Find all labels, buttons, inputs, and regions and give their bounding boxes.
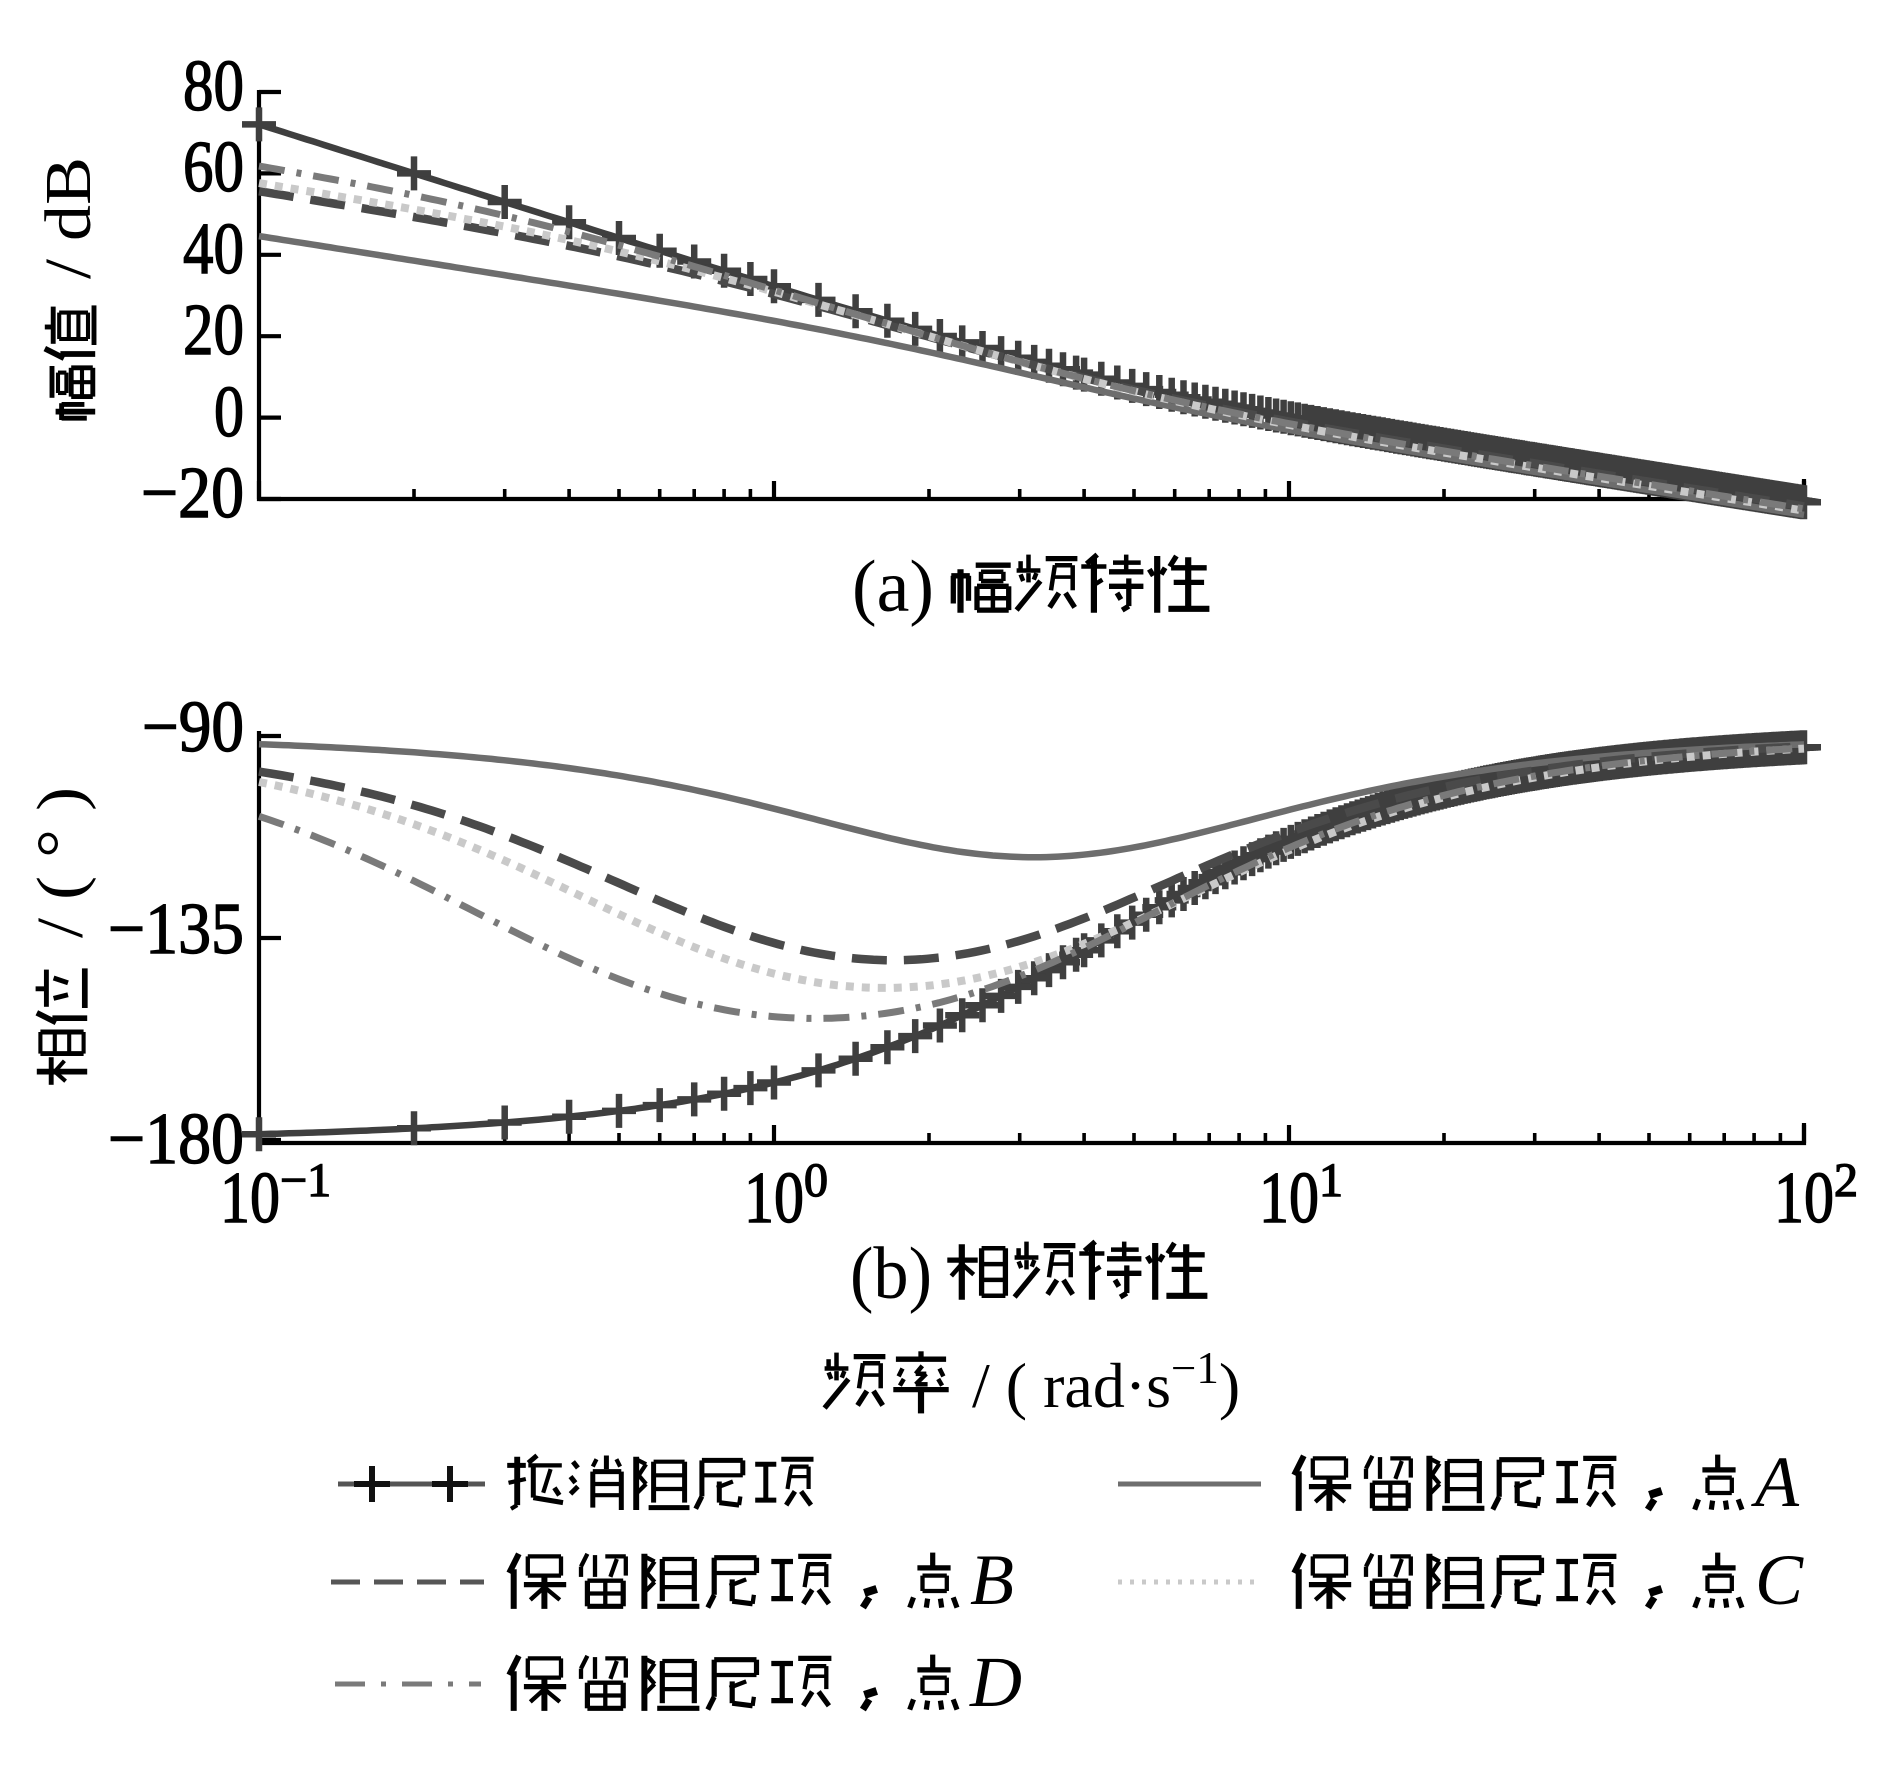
svg-text:0: 0 [214, 371, 244, 452]
svg-text:−90: −90 [142, 686, 244, 767]
svg-text:−20: −20 [141, 452, 244, 533]
svg-text:102: 102 [1774, 1154, 1858, 1238]
svg-text:80: 80 [183, 45, 244, 126]
svg-text:10−1: 10−1 [220, 1154, 331, 1238]
svg-text:D: D [969, 1642, 1022, 1722]
svg-text:C: C [1755, 1540, 1804, 1620]
svg-text:−135: −135 [108, 888, 244, 969]
svg-text:B: B [970, 1540, 1014, 1620]
svg-text:A: A [1751, 1442, 1800, 1522]
svg-text:/ ( ° ): / ( ° ) [24, 787, 97, 956]
svg-text:/ dB: / dB [32, 157, 105, 297]
svg-text:40: 40 [183, 208, 244, 289]
svg-text:(a): (a) [852, 546, 934, 628]
svg-text:60: 60 [183, 126, 244, 207]
svg-text:101: 101 [1259, 1154, 1343, 1238]
svg-text:20: 20 [183, 289, 244, 370]
svg-text:(b): (b) [850, 1233, 932, 1315]
svg-text:−180: −180 [108, 1098, 244, 1179]
svg-text:100: 100 [744, 1154, 828, 1238]
